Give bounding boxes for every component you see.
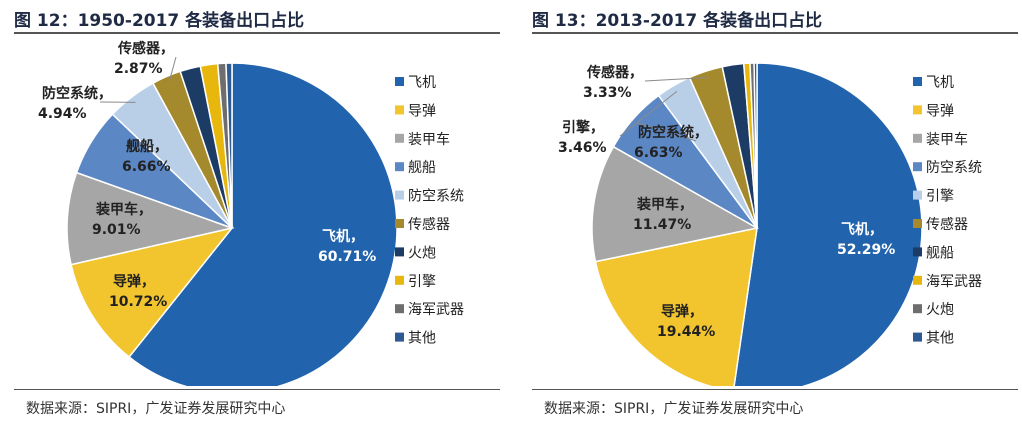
leader-line — [638, 122, 697, 142]
legend-swatch — [395, 332, 404, 342]
slice-value-label: 11.47% — [633, 217, 691, 233]
title-rule — [14, 32, 500, 34]
slice-category-label: 导弹， — [113, 273, 155, 290]
legend-label: 舰船 — [408, 160, 436, 176]
legend-label: 飞机 — [926, 75, 954, 91]
pie-slice-2 — [591, 145, 760, 263]
legend-label: 引擎 — [926, 189, 954, 205]
legend-swatch — [913, 219, 922, 228]
leader-line — [619, 90, 678, 137]
legend-swatch — [395, 190, 404, 200]
legend-swatch — [913, 304, 922, 314]
chart-title: 图 12：1950-2017 各装备出口占比 — [14, 11, 305, 31]
source-note: 数据来源：SIPRI，广发证券发展研究中心 — [544, 401, 804, 417]
pie-slice-0 — [733, 62, 923, 386]
slice-value-label: 19.44% — [657, 324, 715, 340]
slice-category-label: 装甲车， — [636, 196, 693, 213]
legend-label: 导弹 — [408, 103, 436, 119]
slice-value-label: 2.87% — [114, 61, 163, 77]
legend-swatch — [395, 77, 404, 86]
slice-value-label: 60.71% — [318, 249, 376, 265]
slice-value-label: 9.01% — [92, 222, 141, 238]
legend-label: 防空系统 — [408, 189, 464, 205]
title-rule — [532, 32, 1018, 34]
legend-label: 装甲车 — [926, 131, 968, 148]
legend-label: 其他 — [926, 331, 954, 347]
slice-category-label: 舰船， — [126, 138, 168, 155]
chart-panel-2013-2017: 图 13：2013-2017 各装备出口占比 飞机， 52.29% 导弹， 19.44… — [532, 0, 1018, 429]
legend-swatch — [395, 105, 404, 115]
legend-swatch — [913, 190, 922, 200]
legend-label: 舰船 — [926, 245, 954, 261]
slice-category-label: 传感器， — [586, 64, 643, 81]
slice-value-label: 52.29% — [837, 242, 895, 258]
pie-slice-2 — [66, 171, 235, 266]
slice-category-label: 传感器， — [117, 40, 174, 57]
slice-value-label: 3.46% — [558, 140, 607, 156]
slice-value-label: 4.94% — [38, 106, 87, 122]
chart-title: 图 13：2013-2017 各装备出口占比 — [532, 11, 823, 31]
source-rule — [14, 389, 500, 390]
legend-swatch — [395, 247, 404, 257]
chart-panel-1950-2017: 图 12：1950-2017 各装备出口占比 飞机， 60.71% 导弹， 10.72… — [14, 0, 500, 429]
pie-slice-9 — [753, 62, 758, 229]
slice-category-label: 飞机， — [322, 228, 364, 245]
legend-swatch — [395, 275, 404, 285]
pie-slice-1 — [70, 226, 234, 359]
legend-label: 装甲车 — [408, 131, 450, 148]
legend-swatch — [395, 133, 404, 143]
slice-value-label: 10.72% — [109, 294, 167, 310]
legend-label: 传感器 — [408, 216, 450, 233]
slice-value-label: 3.33% — [583, 85, 632, 101]
legend-swatch — [913, 77, 922, 86]
legend-label: 引擎 — [408, 274, 436, 290]
pie-slice-9 — [225, 62, 233, 229]
legend-label: 海军武器 — [926, 274, 982, 290]
slice-category-label: 导弹， — [661, 303, 703, 320]
pie-chart-svg: 飞机， 52.29% 导弹， 19.44% 装甲车， 11.47% 防空系统， 6.63% 引擎… — [558, 62, 982, 386]
source-note: 数据来源：SIPRI，广发证券发展研究中心 — [26, 401, 286, 417]
source-rule — [532, 389, 1018, 390]
legend-label: 海军武器 — [408, 302, 464, 318]
slice-category-label: 飞机， — [841, 221, 883, 238]
slice-category-label: 防空系统， — [638, 124, 708, 141]
legend-label: 飞机 — [408, 75, 436, 91]
pie-slice-1 — [594, 227, 758, 386]
legend-swatch — [913, 275, 922, 285]
legend-swatch — [913, 133, 922, 143]
legend-label: 导弹 — [926, 103, 954, 119]
legend-swatch — [395, 304, 404, 314]
leader-line — [644, 76, 708, 82]
legend-swatch — [913, 247, 922, 257]
slice-category-label: 引擎， — [562, 119, 604, 136]
slice-value-label: 6.66% — [122, 159, 171, 175]
slice-value-label: 6.63% — [634, 145, 683, 161]
legend-label: 其他 — [408, 331, 436, 347]
legend-swatch — [395, 162, 404, 172]
slice-category-label: 防空系统， — [42, 85, 112, 102]
pie-chart-svg: 飞机， 60.71% 导弹， 10.72% 装甲车， 9.01% 舰船， 6.66% 防空系统，… — [38, 40, 464, 386]
slice-category-label: 装甲车， — [95, 201, 152, 218]
legend-swatch — [913, 332, 922, 342]
legend-label: 防空系统 — [926, 160, 982, 176]
legend-swatch — [913, 162, 922, 172]
legend-swatch — [395, 219, 404, 228]
legend-label: 火炮 — [926, 302, 954, 318]
legend-swatch — [913, 105, 922, 115]
leader-line — [168, 56, 177, 83]
pie-slice-0 — [128, 62, 398, 386]
legend-label: 传感器 — [926, 216, 968, 233]
legend-label: 火炮 — [408, 245, 436, 261]
